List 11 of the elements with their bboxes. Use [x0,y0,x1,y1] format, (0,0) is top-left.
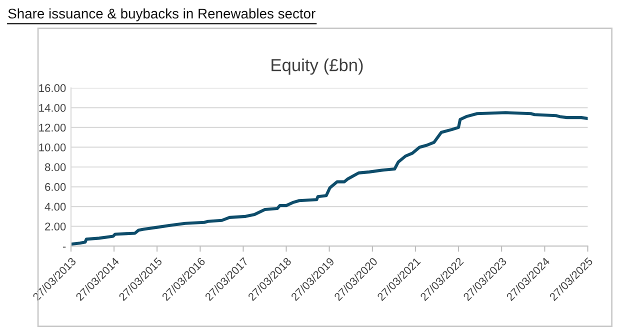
y-tick-label: 4.00 [44,202,66,211]
y-tick-label: 16.00 [39,84,66,92]
y-tick-label: 2.00 [45,222,66,230]
y-tick-label: 8.00 [45,163,66,172]
y-tick-label: 10.00 [39,143,66,152]
chart-subtitle: Equity (£bn) [272,58,363,75]
chart-title: Share issuance & buybacks in Renewables sector [8,8,316,22]
y-tick-label: 6.00 [45,183,66,191]
y-tick-label: 14.00 [39,104,66,112]
y-tick-label: - [62,246,66,248]
y-tick-label: 12.00 [39,124,66,132]
